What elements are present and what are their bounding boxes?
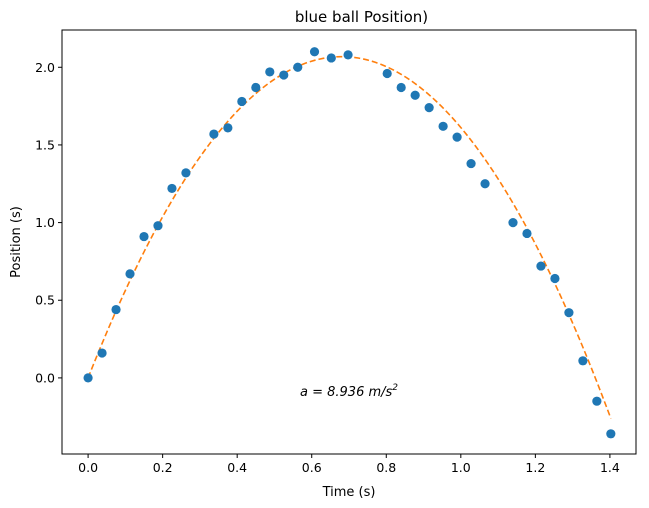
chart-title: blue ball Position) [295, 8, 428, 26]
x-tick-label: 0.8 [376, 460, 396, 475]
x-axis-label: Time (s) [322, 485, 376, 500]
data-point [466, 158, 476, 169]
y-tick-label: 1.5 [35, 137, 55, 152]
y-tick-label: 1.0 [35, 215, 55, 230]
data-point [181, 168, 191, 178]
data-point [396, 82, 406, 93]
data-point [223, 123, 233, 133]
acceleration-annotation: a = 8.936 m/s2 [300, 383, 398, 400]
y-tick-label: 0.5 [35, 293, 55, 308]
data-point [410, 90, 420, 100]
data-point [111, 304, 121, 315]
data-point [167, 183, 177, 194]
data-point [438, 121, 448, 131]
data-point [578, 356, 588, 366]
data-point [452, 132, 462, 142]
data-point [97, 348, 107, 358]
data-point [522, 228, 532, 239]
data-point [265, 67, 275, 77]
y-tick-label: 0.0 [35, 370, 55, 385]
x-tick-label: 0.4 [227, 460, 247, 475]
x-tick-label: 1.0 [451, 460, 471, 475]
data-point [606, 429, 616, 439]
y-axis-label: Position (s) [9, 206, 24, 278]
axes-frame [61, 29, 637, 455]
data-point [125, 269, 135, 279]
x-tick-label: 0.0 [78, 460, 98, 475]
annotation-text: a = 8.936 m/s [300, 385, 393, 400]
x-tick-label: 1.4 [600, 460, 620, 475]
data-point [536, 261, 546, 271]
data-point [209, 129, 219, 139]
data-point [139, 231, 149, 242]
data-point [343, 50, 353, 60]
data-point [564, 308, 574, 318]
x-tick-label: 0.6 [302, 460, 322, 475]
data-point [83, 373, 93, 383]
data-point [309, 47, 320, 57]
data-point [153, 221, 163, 231]
data-point [550, 273, 560, 284]
data-point [293, 62, 303, 72]
x-tick-label: 0.2 [153, 460, 173, 475]
x-tick-label: 1.2 [525, 460, 545, 475]
data-point [592, 396, 602, 406]
data-point [237, 96, 247, 107]
data-point [480, 179, 490, 189]
data-point [508, 217, 518, 228]
data-point [251, 82, 261, 93]
data-point [382, 68, 392, 79]
annotation-superscript: 2 [392, 383, 398, 393]
data-point [326, 53, 336, 63]
data-point [424, 103, 434, 113]
data-point [279, 70, 289, 80]
plot-area [83, 47, 616, 439]
y-tick-label: 2.0 [35, 60, 55, 75]
